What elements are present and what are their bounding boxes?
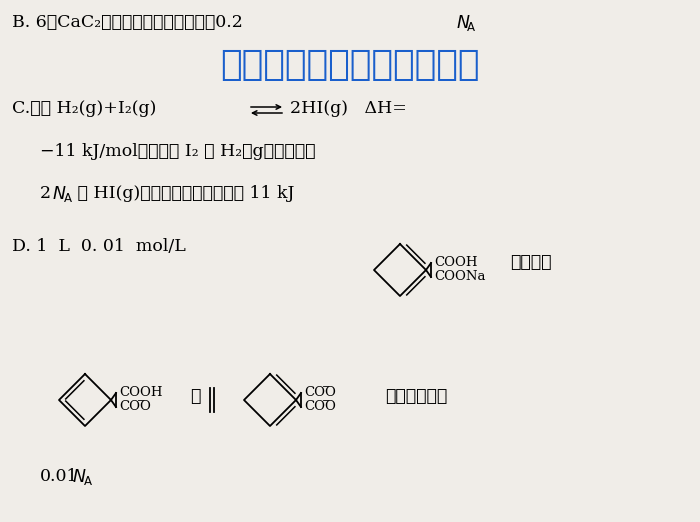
Text: −: − bbox=[322, 382, 330, 392]
Text: 2: 2 bbox=[40, 185, 51, 202]
Text: C.已知 H₂(g)+I₂(g): C.已知 H₂(g)+I₂(g) bbox=[12, 100, 156, 117]
Text: −11 kJ/mol，当晶体 I₂ 与 H₂（g）反应生成: −11 kJ/mol，当晶体 I₂ 与 H₂（g）反应生成 bbox=[40, 143, 316, 160]
Text: $N$: $N$ bbox=[456, 14, 470, 32]
Text: 个 HI(g)分子时，放出的热量为 11 kJ: 个 HI(g)分子时，放出的热量为 11 kJ bbox=[72, 185, 295, 202]
Text: COO: COO bbox=[304, 400, 336, 413]
Text: 微信公众号关注：题找答案: 微信公众号关注：题找答案 bbox=[220, 48, 480, 82]
Text: COOH: COOH bbox=[119, 386, 162, 399]
Text: COONa: COONa bbox=[434, 270, 486, 283]
Text: 0.01: 0.01 bbox=[40, 468, 78, 485]
Text: 的数目之和为: 的数目之和为 bbox=[385, 388, 447, 405]
Text: −: − bbox=[322, 396, 330, 406]
Text: B. 6个CaC₂固体中含有的离子总数为0.2: B. 6个CaC₂固体中含有的离子总数为0.2 bbox=[12, 14, 243, 31]
Text: −: − bbox=[136, 396, 145, 406]
Text: D. 1  L  0. 01  mol/L: D. 1 L 0. 01 mol/L bbox=[12, 238, 186, 255]
Text: $N$: $N$ bbox=[72, 468, 87, 486]
Text: COOH: COOH bbox=[434, 256, 477, 269]
Text: A: A bbox=[64, 192, 72, 205]
Text: A: A bbox=[467, 21, 475, 34]
Text: COO: COO bbox=[304, 386, 336, 399]
Text: 和: 和 bbox=[190, 388, 200, 405]
Text: $N$: $N$ bbox=[52, 185, 66, 203]
Text: 溶液中，: 溶液中， bbox=[510, 254, 552, 271]
Text: 2HI(g)   ΔH=: 2HI(g) ΔH= bbox=[290, 100, 407, 117]
Text: A: A bbox=[84, 475, 92, 488]
Text: COO: COO bbox=[119, 400, 151, 413]
